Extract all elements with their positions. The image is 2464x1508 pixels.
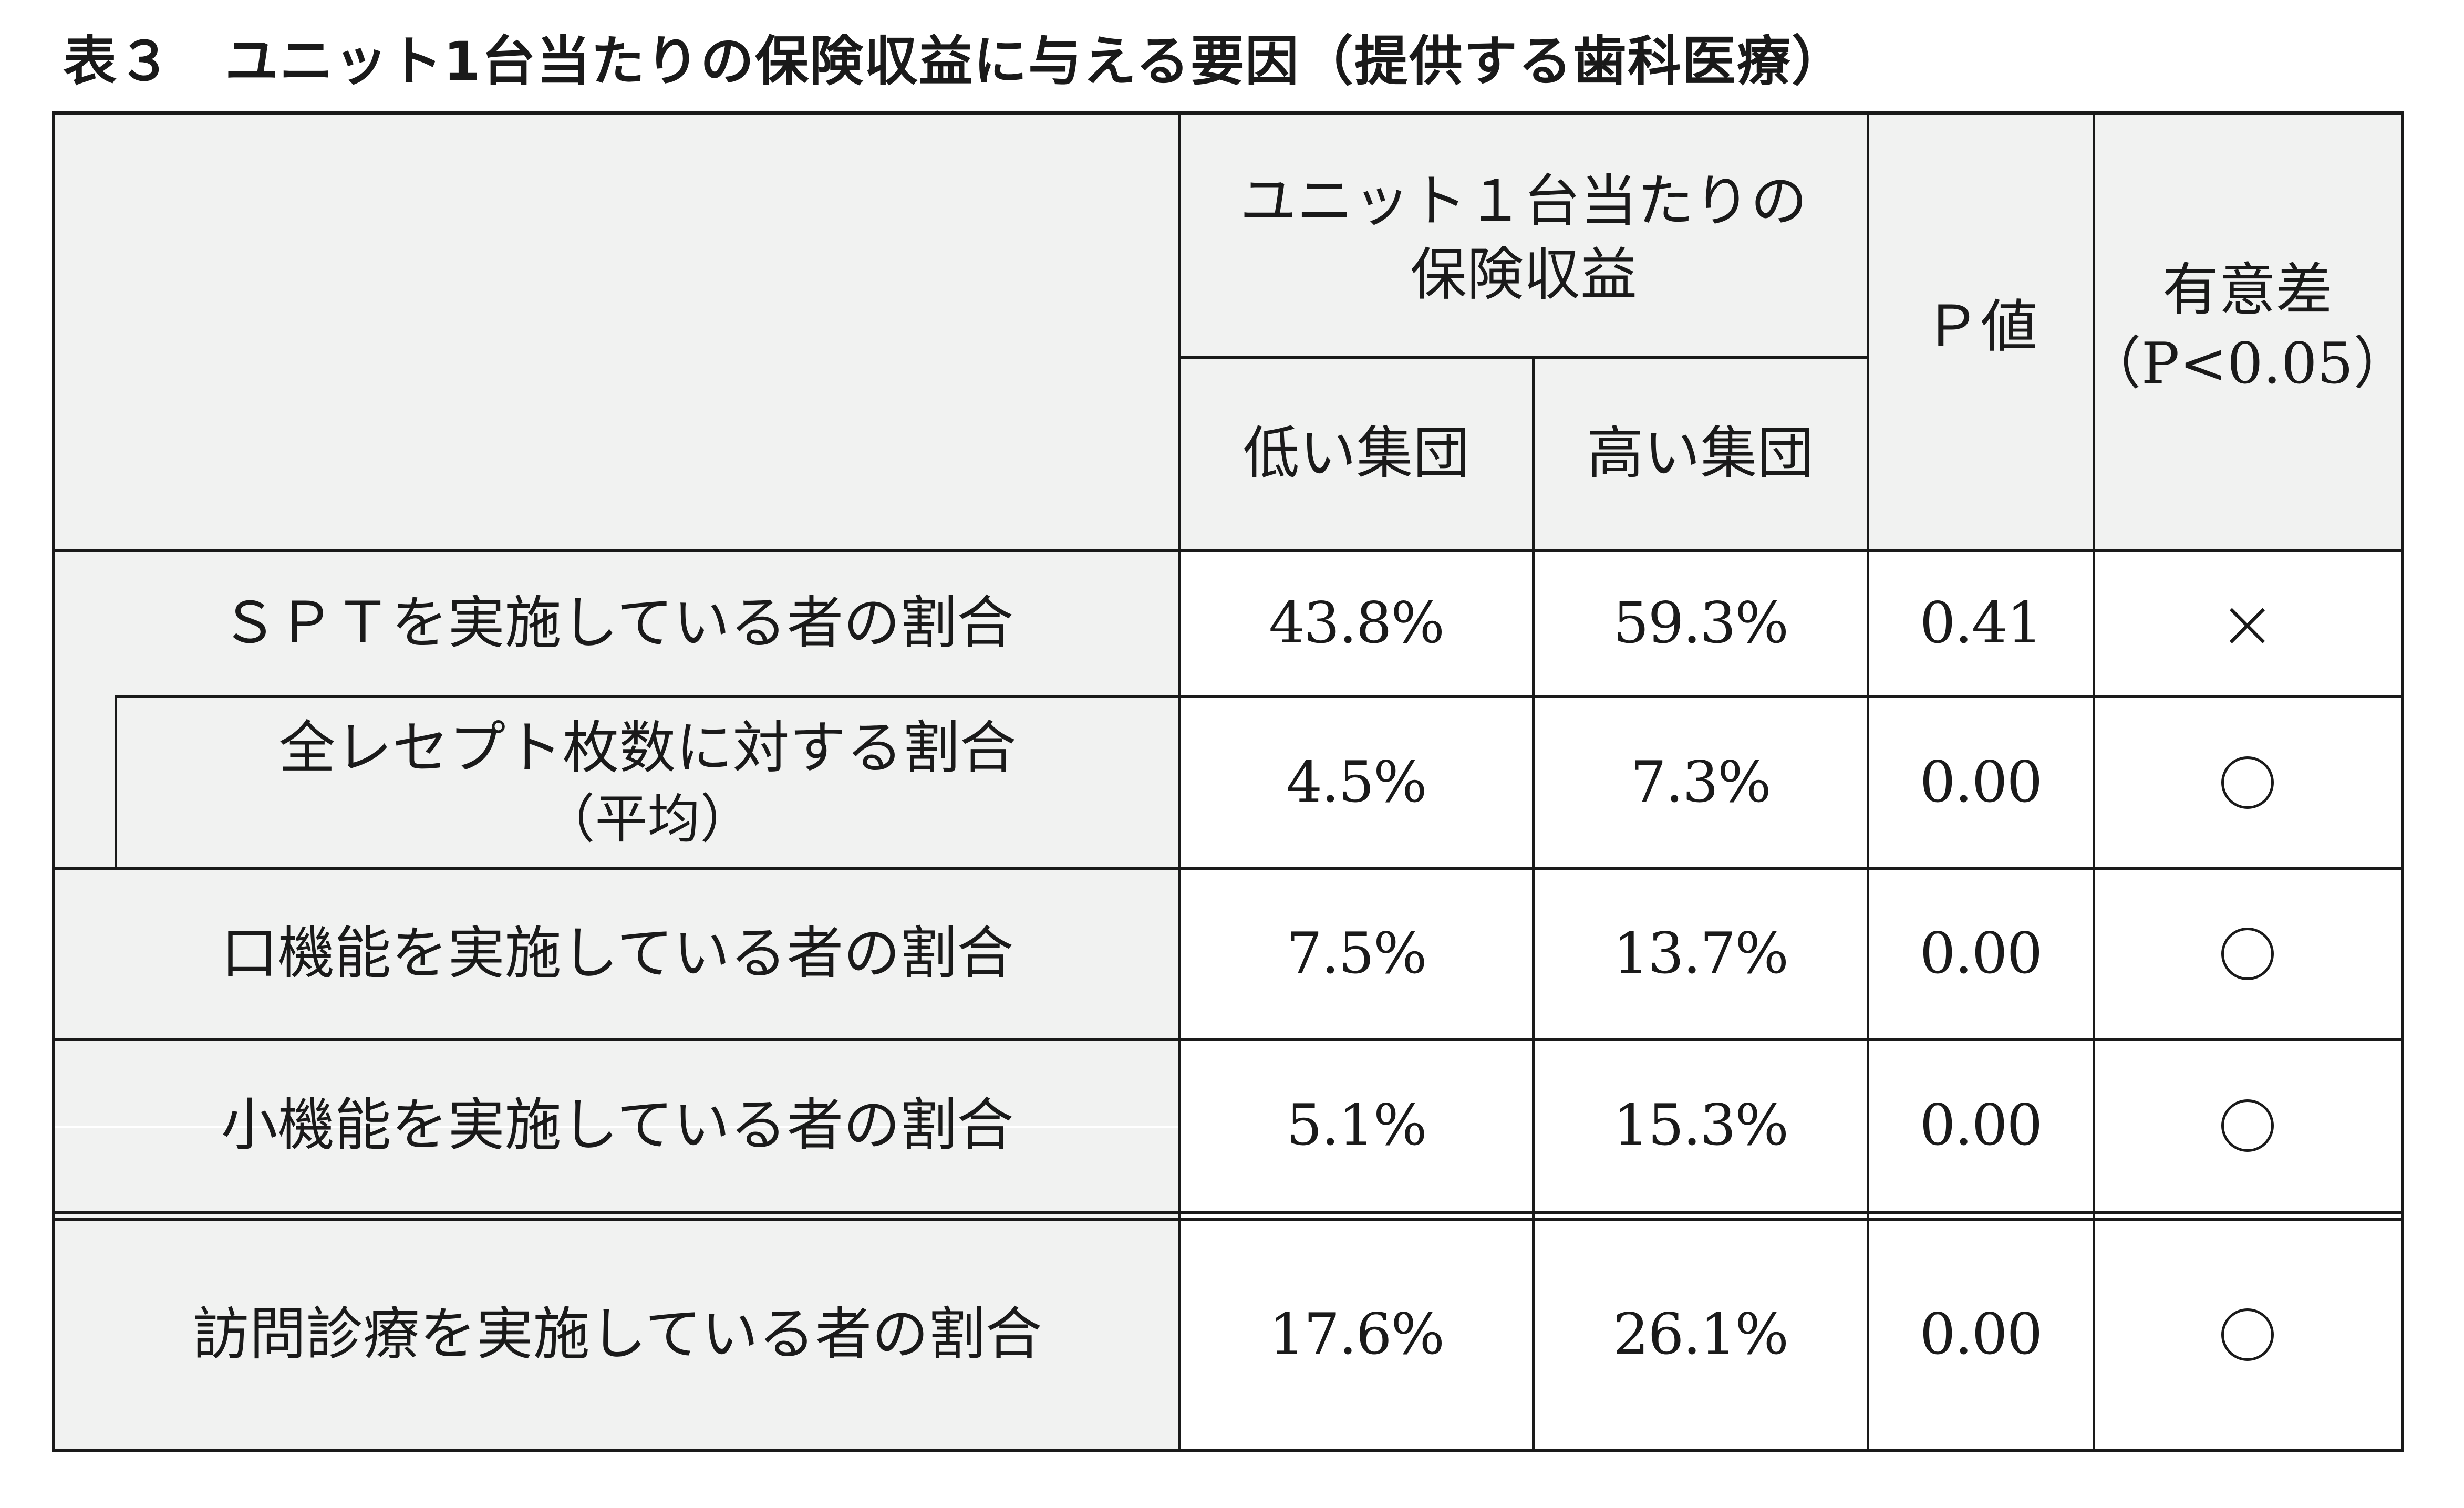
low-value: 7.5% [1286, 920, 1427, 986]
grid-line [1178, 115, 1181, 1449]
high-value: 26.1% [1612, 1301, 1789, 1367]
circle-mark-icon [2221, 927, 2274, 980]
row-label-subtext: （平均） [542, 788, 753, 850]
significance-label-line2: （P<0.05） [2084, 331, 2410, 397]
significance-label-line1: 有意差 [2162, 257, 2333, 323]
high-value: 15.3% [1612, 1093, 1789, 1158]
grid-line [115, 696, 117, 868]
row-label-text: 小機能を実施している者の割合 [221, 1093, 1014, 1158]
high-group-header: 高い集団 [1533, 357, 1868, 550]
grid-line [1178, 356, 1868, 359]
label-column-background [55, 550, 1179, 1126]
table-cell-high: 26.1% [1533, 1220, 1868, 1449]
table-cell-significance: × [2094, 550, 2401, 696]
low-group-label: 低い集団 [1243, 421, 1470, 486]
row-label-text: 訪問診療を実施している者の割合 [192, 1301, 1042, 1367]
row-label-spt: ＳＰＴを実施している者の割合 [55, 550, 1179, 696]
low-value: 43.8% [1268, 590, 1445, 656]
grid-line [55, 1038, 2401, 1041]
table-cell-low: 43.8% [1179, 550, 1533, 696]
high-value: 7.3% [1630, 749, 1771, 815]
table-cell-p: 0.00 [1868, 1039, 2094, 1212]
row-label-receipt-ratio: 全レセプト枚数に対する割合 （平均） [116, 696, 1179, 868]
table-cell-low: 4.5% [1179, 696, 1533, 868]
group-header-line1: ユニット１台当たりの [1239, 169, 1807, 234]
table-number: 表３ [63, 30, 172, 93]
grid-line [115, 695, 2401, 698]
row-label-text: 全レセプト枚数に対する割合 [278, 715, 1017, 781]
header-background [55, 115, 2401, 550]
p-value-header: Ｐ値 [1868, 115, 2094, 550]
table-cell-high: 59.3% [1533, 550, 1868, 696]
grid-line [1532, 357, 1535, 1449]
table-cell-p: 0.00 [1868, 1220, 2094, 1449]
group-header: ユニット１台当たりの 保険収益 [1179, 115, 1868, 357]
row-label-small-function: 小機能を実施している者の割合 [55, 1039, 1179, 1212]
high-value: 13.7% [1612, 920, 1789, 986]
grid-line [2093, 115, 2095, 1449]
row-label-text: 口機能を実施している者の割合 [221, 920, 1014, 986]
p-value: 0.00 [1919, 1093, 2043, 1158]
table-cell-p: 0.41 [1868, 550, 2094, 696]
grid-line [55, 867, 2401, 870]
table-cell-significance [2094, 696, 2401, 868]
row-label-oral-function: 口機能を実施している者の割合 [55, 868, 1179, 1039]
high-group-label: 高い集団 [1587, 421, 1814, 486]
table-cell-p: 0.00 [1868, 868, 2094, 1039]
table-caption: ユニット1台当たりの保険収益に与える要因（提供する歯科医療） [225, 30, 1846, 93]
label-column-background-bottom [55, 1128, 1179, 1449]
table-cell-significance [2094, 1220, 2401, 1449]
grid-line [55, 1218, 2401, 1221]
cross-mark-icon: × [2219, 584, 2276, 663]
table-cell-high: 15.3% [1533, 1039, 1868, 1212]
significance-header: 有意差 （P<0.05） [2085, 115, 2410, 550]
low-value: 5.1% [1286, 1093, 1427, 1158]
table-cell-high: 7.3% [1533, 696, 1868, 868]
grid-line [55, 549, 2401, 552]
table-cell-p: 0.00 [1868, 696, 2094, 868]
group-header-line2: 保険収益 [1410, 242, 1637, 308]
table-cell-significance [2094, 1039, 2401, 1212]
p-value: 0.41 [1919, 590, 2043, 656]
circle-mark-icon [2221, 1308, 2274, 1361]
p-value: 0.00 [1919, 749, 2043, 815]
data-table: ユニット１台当たりの 保険収益 低い集団 高い集団 Ｐ値 有意差 （P<0.05… [52, 111, 2410, 1452]
grid-line [55, 1211, 2401, 1214]
circle-mark-icon [2221, 756, 2274, 809]
p-value: 0.00 [1919, 920, 2043, 986]
table-cell-low: 7.5% [1179, 868, 1533, 1039]
low-group-header: 低い集団 [1179, 357, 1533, 550]
row-label-home-visit: 訪問診療を実施している者の割合 [55, 1220, 1179, 1449]
p-value-label: Ｐ値 [1923, 294, 2037, 360]
circle-mark-icon [2221, 1099, 2274, 1152]
table-cell-significance [2094, 868, 2401, 1039]
grid-line [1867, 115, 1869, 1449]
p-value: 0.00 [1919, 1301, 2043, 1367]
table-cell-low: 5.1% [1179, 1039, 1533, 1212]
high-value: 59.3% [1612, 590, 1789, 656]
table-cell-high: 13.7% [1533, 868, 1868, 1039]
row-label-text: ＳＰＴを実施している者の割合 [221, 590, 1014, 656]
table-cell-low: 17.6% [1179, 1220, 1533, 1449]
low-value: 17.6% [1268, 1301, 1445, 1367]
low-value: 4.5% [1286, 749, 1427, 815]
table-title: 表３ ユニット1台当たりの保険収益に与える要因（提供する歯科医療） [63, 25, 1846, 99]
